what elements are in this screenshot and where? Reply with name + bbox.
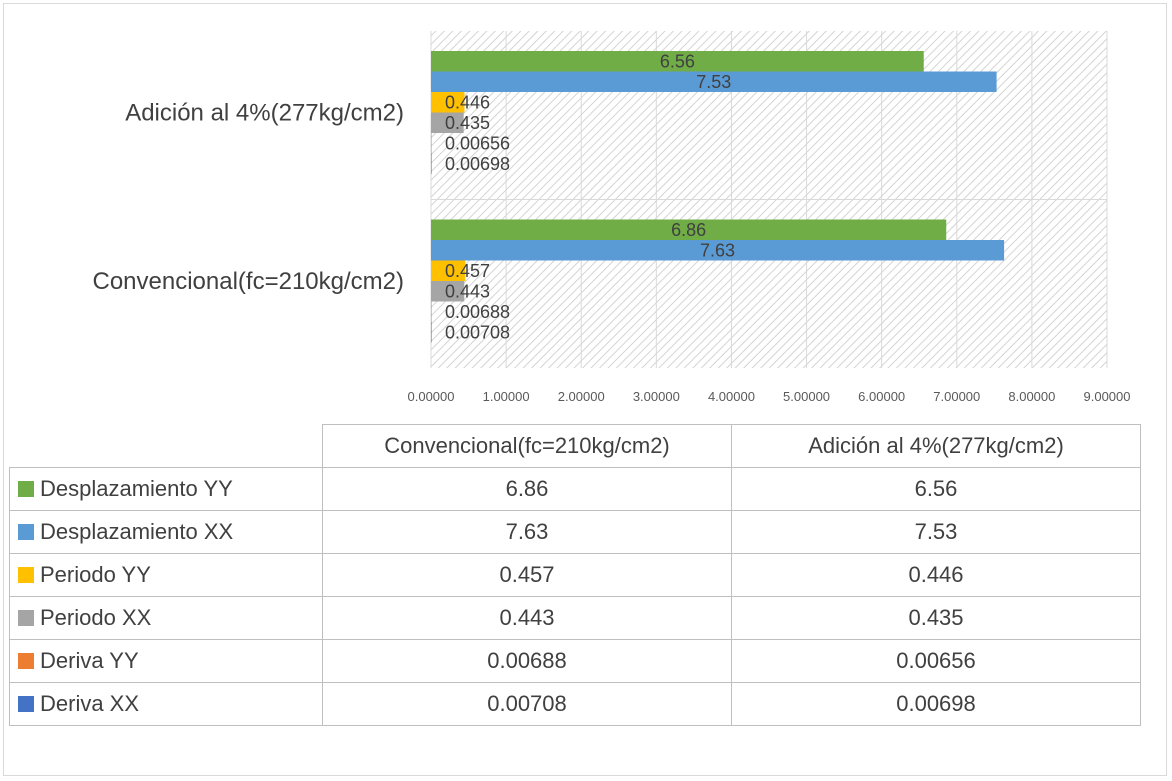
value-cell: 0.00708: [323, 683, 732, 726]
series-name: Periodo YY: [40, 562, 151, 587]
x-tick-label: 2.00000: [558, 389, 605, 404]
x-tick-label: 7.00000: [933, 389, 980, 404]
legend-swatch: [18, 610, 34, 626]
series-name-cell: Deriva XX: [10, 683, 323, 726]
x-tick-label: 3.00000: [633, 389, 680, 404]
table-row: Deriva XX 0.00708 0.00698: [10, 683, 1141, 726]
series-name: Desplazamiento XX: [40, 519, 233, 544]
value-cell: 0.446: [732, 554, 1141, 597]
value-cell: 6.56: [732, 468, 1141, 511]
table-row: Desplazamiento XX 7.63 7.53: [10, 511, 1141, 554]
data-label: 7.53: [696, 72, 731, 92]
series-name-cell: Desplazamiento XX: [10, 511, 323, 554]
x-tick-label: 8.00000: [1008, 389, 1055, 404]
series-name-cell: Periodo XX: [10, 597, 323, 640]
data-label: 0.00698: [445, 154, 510, 174]
data-label: 6.56: [660, 51, 695, 71]
series-name: Deriva YY: [40, 648, 139, 673]
value-cell: 0.443: [323, 597, 732, 640]
table-corner: [10, 425, 323, 468]
data-table: Convencional(fc=210kg/cm2) Adición al 4%…: [9, 424, 1141, 726]
category-label: Convencional(fc=210kg/cm2): [93, 268, 405, 295]
column-header: Convencional(fc=210kg/cm2): [323, 425, 732, 468]
data-label: 0.00656: [445, 133, 510, 153]
value-cell: 0.435: [732, 597, 1141, 640]
x-tick-label: 1.00000: [483, 389, 530, 404]
series-name-cell: Desplazamiento YY: [10, 468, 323, 511]
column-header: Adición al 4%(277kg/cm2): [732, 425, 1141, 468]
value-cell: 0.00656: [732, 640, 1141, 683]
series-name-cell: Deriva YY: [10, 640, 323, 683]
bar: [431, 154, 432, 175]
table-row: Deriva YY 0.00688 0.00656: [10, 640, 1141, 683]
data-label: 0.446: [445, 92, 490, 112]
series-name: Deriva XX: [40, 691, 139, 716]
series-name: Periodo XX: [40, 605, 151, 630]
x-tick-label: 4.00000: [708, 389, 755, 404]
bar: [431, 322, 432, 343]
series-name: Desplazamiento YY: [40, 476, 233, 501]
chart-frame: 6.86 7.63 0.457 0.443 0.00688 0.00708 6.56 7.53…: [3, 3, 1167, 776]
value-cell: 0.00698: [732, 683, 1141, 726]
value-cell: 0.00688: [323, 640, 732, 683]
legend-swatch: [18, 481, 34, 497]
value-cell: 0.457: [323, 554, 732, 597]
x-tick-label: 5.00000: [783, 389, 830, 404]
x-tick-labels: 0.00000 1.00000 2.00000 3.00000 4.00000 5.000…: [408, 389, 1131, 404]
legend-swatch: [18, 524, 34, 540]
legend-swatch: [18, 696, 34, 712]
data-label: 7.63: [700, 240, 735, 260]
x-tick-label: 6.00000: [858, 389, 905, 404]
data-label: 0.00688: [445, 302, 510, 322]
data-label: 0.443: [445, 281, 490, 301]
legend-swatch: [18, 653, 34, 669]
category-label: Adición al 4%(277kg/cm2): [125, 100, 404, 127]
bar: [431, 302, 432, 323]
table-row: Periodo YY 0.457 0.446: [10, 554, 1141, 597]
legend-swatch: [18, 567, 34, 583]
x-tick-label: 0.00000: [408, 389, 455, 404]
value-cell: 7.63: [323, 511, 732, 554]
table-header-row: Convencional(fc=210kg/cm2) Adición al 4%…: [10, 425, 1141, 468]
table-row: Desplazamiento YY 6.86 6.56: [10, 468, 1141, 511]
category-labels: Convencional(fc=210kg/cm2) Adición al 4%(…: [93, 100, 405, 296]
value-cell: 6.86: [323, 468, 732, 511]
data-label: 0.457: [445, 261, 490, 281]
data-label: 6.86: [671, 220, 706, 240]
x-tick-label: 9.00000: [1084, 389, 1131, 404]
data-label: 0.00708: [445, 322, 510, 342]
table-row: Periodo XX 0.443 0.435: [10, 597, 1141, 640]
series-name-cell: Periodo YY: [10, 554, 323, 597]
data-label: 0.435: [445, 113, 490, 133]
value-cell: 7.53: [732, 511, 1141, 554]
